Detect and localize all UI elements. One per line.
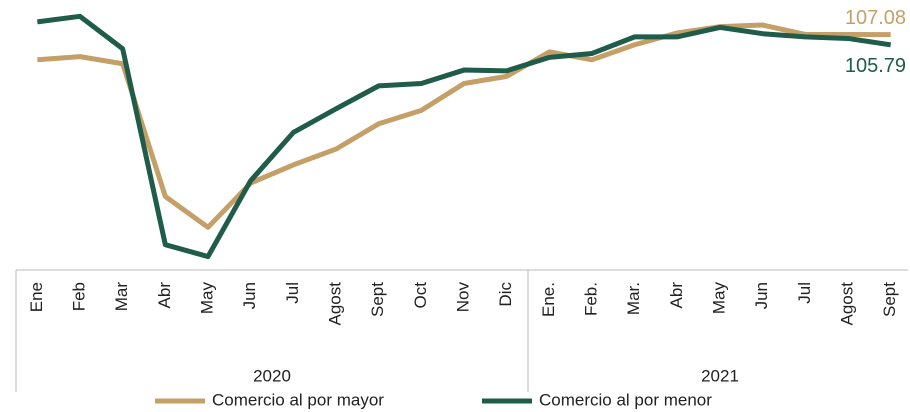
legend-label: Comercio al por mayor xyxy=(212,390,384,409)
x-tick-label: Jul xyxy=(795,282,814,304)
x-tick-label: Jun xyxy=(752,282,771,309)
x-tick-label: Mar xyxy=(112,282,131,312)
end-label: 107.08 xyxy=(845,7,906,29)
x-tick-label: Agost xyxy=(325,282,344,326)
x-tick-label: Ene xyxy=(27,282,46,312)
x-tick-label: Ene. xyxy=(539,282,558,317)
x-tick-label: Nov xyxy=(453,282,472,313)
x-tick-label: Oct xyxy=(411,282,430,309)
end-label: 105.79 xyxy=(845,55,906,77)
series-line xyxy=(37,13,892,260)
group-label: 2020 xyxy=(253,366,291,385)
x-tick-label: Jun xyxy=(240,282,259,309)
x-tick-label: Agost xyxy=(837,282,856,326)
x-tick-label: Feb xyxy=(69,282,88,311)
x-tick-label: Sept xyxy=(880,282,899,317)
series-line xyxy=(37,22,891,230)
x-tick-label: Abr xyxy=(667,282,686,309)
legend-label: Comercio al por menor xyxy=(539,390,712,409)
x-tick-label: May xyxy=(709,282,728,315)
x-tick-label: Dic xyxy=(496,282,515,307)
x-tick-label: Feb. xyxy=(581,282,600,316)
group-label: 2021 xyxy=(701,366,739,385)
x-tick-label: May xyxy=(197,282,216,315)
x-tick-label: Jul xyxy=(283,282,302,304)
x-tick-label: Sept xyxy=(368,282,387,317)
x-tick-label: Abr xyxy=(155,282,174,309)
x-tick-label: Mar. xyxy=(624,282,643,315)
